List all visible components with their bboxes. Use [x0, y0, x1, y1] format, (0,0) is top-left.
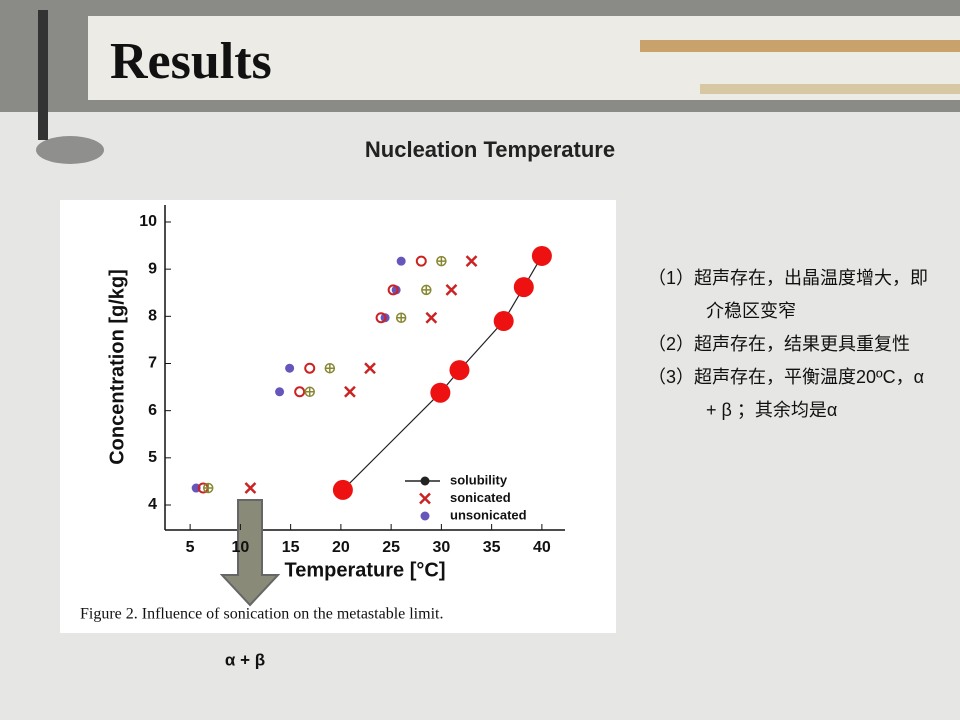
- point-bigdot: [493, 311, 514, 332]
- dot: [285, 363, 295, 373]
- dot: [531, 245, 552, 266]
- point-circle: [375, 312, 387, 324]
- point-bigdot: [531, 245, 552, 266]
- cross: [445, 284, 458, 296]
- x-axis-label: Temperature [°C]: [285, 559, 446, 581]
- brush: [640, 40, 960, 52]
- point-dot: [285, 363, 295, 373]
- ink: [36, 136, 104, 164]
- dot: [332, 479, 353, 500]
- figure-caption: Figure 2. Influence of sonication on the…: [80, 606, 443, 623]
- point-bigdot: [430, 382, 451, 403]
- ring: [304, 362, 316, 374]
- slide-subtitle: Nucleation Temperature: [365, 137, 615, 162]
- cross: [364, 362, 376, 375]
- legend-label: unsonicated: [450, 507, 527, 522]
- dot: [391, 285, 401, 295]
- point-cross: [445, 284, 458, 296]
- note: （3）超声存在，平衡温度20ºC，α + β ；其余均是α: [648, 367, 925, 420]
- x-tick-label: 10: [231, 539, 249, 556]
- point-pluscircle: [202, 482, 214, 494]
- note: （1）超声存在，出晶温度增大，即介稳区变窄: [648, 268, 929, 321]
- legend-swatch: [419, 492, 431, 505]
- brush: [700, 84, 960, 94]
- dot: [420, 476, 430, 486]
- plus: [203, 483, 213, 493]
- dot: [396, 256, 406, 266]
- x-tick-label: 40: [533, 539, 551, 556]
- point-circle: [294, 386, 306, 398]
- cross: [244, 482, 257, 494]
- point-bigdot: [332, 479, 353, 500]
- point-bigdot: [513, 277, 534, 298]
- dot: [493, 311, 514, 332]
- plus: [305, 387, 315, 397]
- y-tick-label: 9: [148, 260, 157, 277]
- arrow: [219, 499, 281, 607]
- point-pluscircle: [421, 284, 432, 296]
- dot: [275, 387, 285, 397]
- dot: [420, 511, 430, 521]
- point-dot: [396, 256, 406, 266]
- point-cross: [425, 311, 438, 324]
- x-tick-label: 20: [332, 539, 350, 556]
- point-cross: [465, 255, 478, 268]
- plus: [421, 285, 431, 295]
- plus: [396, 313, 406, 323]
- ring: [294, 386, 306, 398]
- point-pluscircle: [324, 362, 336, 374]
- y-tick-label: 8: [148, 308, 157, 325]
- notes: （1）超声存在，出晶温度增大，即介稳区变窄 （2）超声存在，结果更具重复性 （3…: [648, 262, 938, 427]
- point-dot: [391, 285, 401, 295]
- x-tick-label: 35: [483, 539, 501, 556]
- dot: [430, 382, 451, 403]
- x-tick-label: 15: [282, 539, 300, 556]
- legend-swatch: [420, 476, 430, 486]
- y-axis-label: Concentration [g/kg]: [106, 269, 128, 465]
- dot: [449, 360, 470, 381]
- note: （2）超声存在，结果更具重复性: [648, 334, 911, 354]
- figure-panel: [60, 200, 616, 633]
- ring: [387, 284, 399, 296]
- cross: [465, 255, 478, 268]
- point-dot: [275, 387, 285, 397]
- y-tick-label: 7: [148, 355, 157, 372]
- point-cross: [364, 362, 376, 375]
- point-circle: [387, 284, 399, 296]
- ring: [375, 312, 387, 324]
- y-tick-label: 6: [148, 402, 157, 419]
- slide-title: Results: [110, 33, 272, 90]
- cross: [419, 492, 431, 505]
- cross: [344, 385, 356, 398]
- x-tick-label: 5: [186, 539, 195, 556]
- ring: [415, 255, 427, 267]
- point-pluscircle: [436, 255, 447, 267]
- y-tick-label: 4: [148, 496, 157, 513]
- point-circle: [415, 255, 427, 267]
- legend-swatch: [420, 511, 430, 521]
- x-tick-label: 25: [382, 539, 400, 556]
- dot: [513, 277, 534, 298]
- x-tick-label: 30: [432, 539, 450, 556]
- point-cross: [344, 385, 356, 398]
- plus: [436, 256, 446, 266]
- y-tick-label: 10: [139, 213, 157, 230]
- point-circle: [304, 362, 316, 374]
- point-pluscircle: [304, 386, 315, 398]
- legend-label: sonicated: [450, 490, 511, 505]
- y-tick-label: 5: [148, 449, 157, 466]
- pen: [38, 10, 48, 140]
- point-cross: [244, 482, 257, 494]
- legend-label: solubility: [450, 472, 508, 487]
- plus: [325, 363, 335, 373]
- point-pluscircle: [395, 312, 407, 323]
- cross: [425, 311, 438, 324]
- point-bigdot: [449, 360, 470, 381]
- arrow-label: α + β: [225, 650, 265, 669]
